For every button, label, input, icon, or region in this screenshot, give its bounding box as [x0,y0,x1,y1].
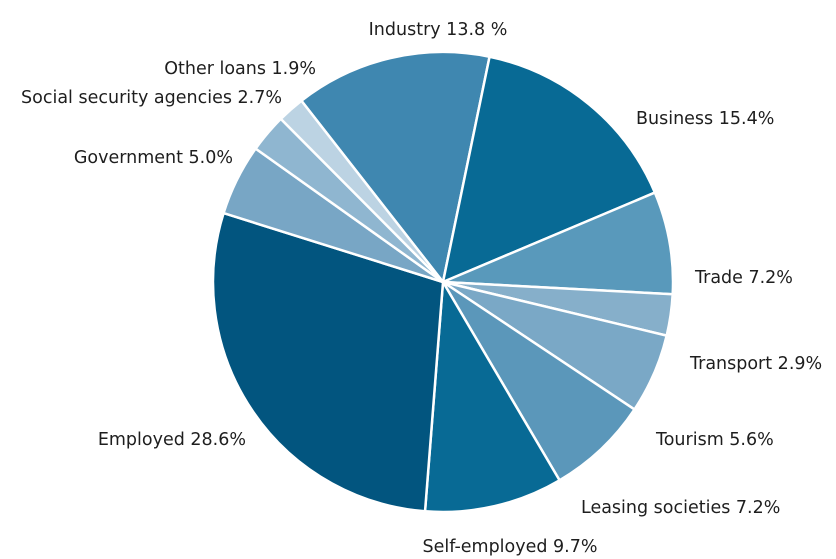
slice-self-employed [423,280,561,514]
slice-employed [211,211,445,513]
pie-slices [211,50,675,514]
label-self-employed: Self-employed 9.7% [423,537,598,557]
label-tourism: Tourism 5.6% [655,430,774,450]
label-social-security-agencies: Social security agencies 2.7% [21,88,282,108]
slice-trade [441,191,675,296]
label-other-loans: Other loans 1.9% [164,59,316,79]
pie-labels: Industry 13.8 % Business 15.4% Trade 7.2… [21,20,822,557]
slice-other-loans [279,99,445,284]
label-business: Business 15.4% [636,109,774,129]
label-leasing-societies: Leasing societies 7.2% [581,498,780,518]
label-employed: Employed 28.6% [98,430,246,450]
label-transport: Transport 2.9% [689,354,822,374]
label-government: Government 5.0% [74,148,233,168]
slice-business [441,55,657,284]
label-industry: Industry 13.8 % [369,20,508,40]
slice-industry [300,50,491,284]
label-trade: Trade 7.2% [694,268,793,288]
slice-leasing-societies [441,280,636,482]
